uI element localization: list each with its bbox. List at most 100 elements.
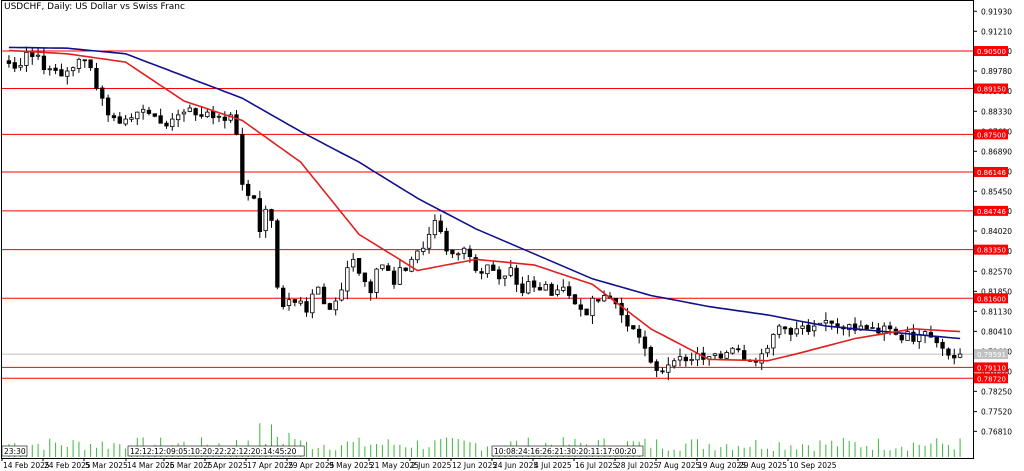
candle-body [596,298,601,302]
candle-body [456,253,461,256]
candle-body [181,111,187,115]
y-tick-label: 0.77520 [981,408,1012,417]
volume-time-box [491,445,644,457]
candle-body [847,324,852,331]
candle-body [911,331,916,342]
candle-body [70,67,76,72]
candle-body [642,336,648,349]
level-label-text: 0.78720 [977,375,1006,383]
y-tick-label: 0.86890 [981,147,1012,156]
x-tick-label: 5 Mar 2025 [85,461,128,470]
candle-body [6,60,12,64]
level-label-box [974,244,1008,255]
level-label-box [974,83,1008,94]
candle-body [205,111,210,118]
level-label-box [974,166,1008,177]
candle-body [281,287,286,307]
candle-body [105,97,111,116]
candle-body [140,108,146,113]
y-tick-label: 0.80410 [981,327,1012,336]
candle-body [269,209,274,221]
candle-body [146,109,152,114]
candle-body [578,304,583,310]
candle-body [170,118,175,128]
candle-body [94,67,99,89]
level-label-text: 0.81600 [977,295,1006,303]
candle-body [718,353,723,359]
candle-body [561,286,566,291]
candle-body [555,289,560,295]
level-label-box [974,46,1008,57]
level-label-text: 0.86146 [977,169,1006,177]
candle-body [502,275,508,279]
candle-body [671,360,677,367]
candle-body [53,67,58,71]
candle-body [887,325,893,330]
candle-body [631,325,636,330]
candle-body [438,220,443,232]
candle-body [491,264,496,271]
candle-body [835,323,840,327]
x-tick-label: 14 Feb 2025 [3,461,50,470]
y-tick-label: 0.84020 [981,227,1012,236]
level-label-box [974,205,1008,216]
candle-body [310,293,315,314]
candle-body [566,286,572,296]
candle-body [426,233,432,249]
candle-body [246,183,251,196]
candle-body [514,267,519,285]
candle-body [286,299,292,306]
candle-body [35,54,41,57]
x-tick-label: 21 May 2025 [370,461,419,470]
candle-body [432,220,438,236]
candle-body [175,114,181,121]
moving-average-fast [8,49,961,362]
candle-body [782,326,788,330]
candle-body [199,114,204,117]
chart-title: USDCHF, Daily: US Dollar vs Swiss Franc [4,2,185,12]
candle-body [543,283,548,291]
candle-body [957,353,963,358]
candle-body [380,264,385,270]
candle-body [18,65,23,68]
candle-body [952,355,957,359]
candle-body [397,267,403,285]
level-label-text: 0.83350 [977,247,1006,255]
candle-body [444,230,449,252]
candle-body [257,198,262,232]
candle-body [187,107,192,112]
candle-body [222,116,227,121]
candle-body [526,281,531,294]
candle-body [648,346,653,363]
candle-body [321,286,327,305]
x-tick-label: 16 Jul 2025 [575,461,618,470]
candle-body [934,336,939,344]
candle-body [152,113,157,117]
level-label-box [974,293,1008,304]
candle-body [158,115,163,124]
chart-frame [1,0,974,459]
candle-body [12,62,17,69]
candle-body [164,122,169,127]
candle-body [211,110,216,119]
candle-body [677,356,683,361]
candle-body [788,328,794,335]
candle-body [362,272,368,282]
candle-body [117,116,122,124]
level-label-box [974,362,1008,373]
candle-body [100,87,105,99]
candle-body [794,328,799,335]
candle-body [111,115,117,119]
candle-body [251,195,257,199]
candle-body [712,353,718,356]
candle-body [473,257,478,271]
candle-body [345,267,350,292]
volume-time-text: 10:08:24:16:26:21:30:20:11:17:00:20 [494,447,637,456]
x-tick-label: 14 Mar 2025 [127,461,175,470]
candle-body [88,59,93,69]
candle-body [24,51,29,66]
candle-body [374,268,379,293]
volume-time-labels: 23:30 12:12:12:09:05:10:20:22:22:12:20:14… [1,445,644,457]
level-label-box [974,373,1008,384]
candle-body [450,249,455,255]
